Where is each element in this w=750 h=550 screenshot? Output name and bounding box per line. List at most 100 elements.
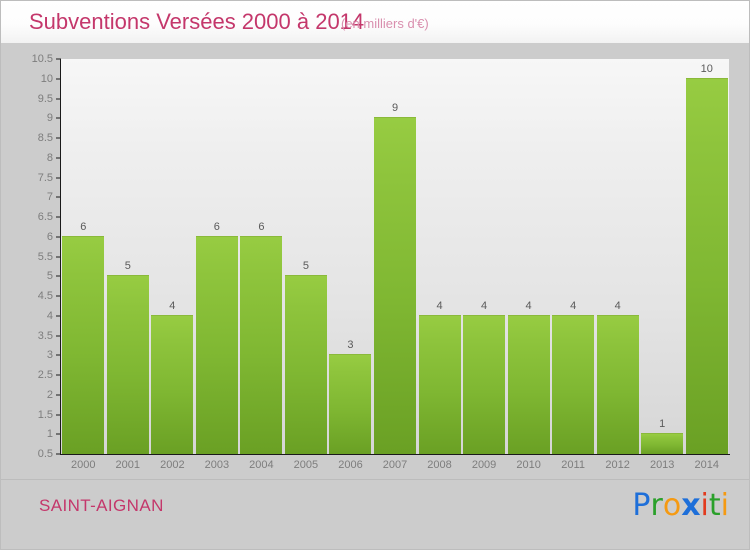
chart-units-subtitle: (en milliers d'€) (341, 16, 429, 31)
bar (552, 314, 595, 454)
logo-letter: r (650, 488, 663, 523)
x-axis-tick-label: 2002 (160, 459, 185, 471)
bar (374, 117, 416, 454)
y-axis-tick-mark (56, 354, 61, 356)
y-axis-tick-mark (56, 117, 61, 119)
bar-value-label: 6 (213, 220, 220, 233)
y-axis-tick-mark (56, 394, 61, 396)
logo-letter: o (662, 488, 682, 523)
x-axis-tick-label: 2011 (561, 459, 585, 471)
y-axis-tick-label: 10.5 (31, 53, 53, 65)
bar (195, 235, 238, 454)
y-axis-tick-mark (56, 295, 61, 297)
y-axis-tick-mark (56, 453, 61, 455)
y-axis-tick-label: 2.5 (37, 369, 53, 381)
x-axis-tick-label: 2003 (204, 459, 230, 471)
bar-value-label: 5 (124, 260, 131, 273)
y-axis-tick-label: 0.5 (37, 448, 53, 460)
y-axis-tick-mark (56, 236, 61, 238)
y-axis-tick-mark (56, 275, 61, 277)
x-axis-tick-label: 2000 (71, 459, 96, 471)
y-axis-tick-label: 1 (46, 428, 53, 441)
y-axis-tick-mark (56, 78, 61, 80)
bar (151, 314, 194, 454)
y-axis-tick-label: 2 (46, 388, 53, 401)
y-axis-tick-mark (56, 256, 61, 257)
y-axis-tick-mark (56, 335, 61, 336)
y-axis-tick-label: 4 (46, 309, 53, 322)
bar (106, 275, 149, 454)
bar-value-label: 10 (700, 62, 713, 75)
y-axis-tick-mark (56, 433, 61, 435)
y-axis-tick-label: 9.5 (37, 92, 53, 105)
chart-footer: SAINT-AIGNAN Proxiti (1, 480, 749, 549)
y-axis-tick-label: 7.5 (37, 171, 53, 184)
logo-letter: x (681, 488, 701, 523)
x-axis-tick-label: 2004 (249, 459, 274, 471)
y-axis-tick-mark (56, 137, 61, 139)
bar (329, 354, 372, 454)
bar-chart: 10.5 10 9.5 9 8.5 8 7.5 7 6.5 6 5.5 5 4.5 4 3.5 3 2.5 2 1.… (1, 43, 749, 479)
y-axis-tick-mark (56, 157, 61, 159)
place-name: SAINT-AIGNAN (39, 496, 164, 515)
bar (507, 314, 550, 454)
y-axis-tick-label: 3 (46, 349, 53, 362)
y-axis-tick-label: 6.5 (37, 211, 53, 223)
footer-divider (1, 479, 749, 480)
x-axis-tick-label: 2014 (694, 459, 719, 471)
bar-value-label: 1 (659, 418, 666, 431)
bar-value-label: 4 (570, 299, 577, 312)
y-axis-tick-label: 4.5 (37, 290, 53, 302)
y-axis-tick-mark (56, 315, 61, 317)
y-axis-tick-label: 8 (46, 151, 53, 164)
logo-letter: i (700, 488, 709, 523)
y-axis-tick-mark (56, 414, 61, 415)
y-axis-tick-mark (56, 374, 61, 376)
bar (641, 433, 684, 454)
x-axis-tick-label: 2007 (382, 459, 408, 471)
logo-letter: t (708, 488, 721, 523)
x-axis-tick-label: 2009 (471, 459, 497, 471)
bar-value-label: 4 (481, 299, 488, 312)
y-axis-tick-label: 3.5 (37, 329, 53, 342)
y-axis-tick-mark (56, 58, 61, 60)
y-axis-tick-label: 10 (40, 72, 53, 85)
y-axis-tick-label: 7 (46, 191, 53, 204)
x-axis-tick-label: 2001 (115, 459, 141, 471)
y-axis-tick-label: 6 (46, 230, 53, 243)
bar-value-label: 4 (436, 299, 443, 312)
x-axis-line (60, 454, 730, 455)
bar-value-label: 5 (302, 260, 309, 273)
bar (685, 77, 728, 454)
x-axis-tick-label: 2005 (293, 459, 319, 471)
bar (284, 275, 327, 454)
bar-value-label: 6 (80, 220, 87, 233)
bar-value-label: 4 (614, 299, 621, 312)
bar (418, 314, 461, 454)
x-axis-tick-label: 2008 (427, 459, 452, 471)
y-axis-labels: 10.5 10 9.5 9 8.5 8 7.5 7 6.5 6 5.5 5 4.5 4 3.5 3 2.5 2 1.… (1, 43, 53, 479)
logo-letter: i (720, 488, 729, 523)
y-axis-tick-mark (56, 177, 61, 178)
proxiti-logo: Proxiti (632, 488, 729, 523)
y-axis-tick-label: 9 (46, 112, 53, 125)
bar (596, 314, 639, 454)
bar (463, 314, 506, 454)
x-axis-tick-label: 2006 (338, 459, 363, 471)
bar-value-label: 3 (347, 339, 354, 352)
y-axis-tick-label: 1.5 (37, 408, 53, 421)
logo-letter: P (632, 488, 651, 523)
bar-value-label: 4 (169, 299, 176, 312)
chart-header: Subventions Versées 2000 à 2014 (en mill… (1, 1, 749, 43)
y-axis-line (60, 59, 61, 455)
y-axis-tick-label: 8.5 (37, 132, 53, 144)
page-title: Subventions Versées 2000 à 2014 (29, 9, 365, 34)
bar-value-label: 6 (258, 220, 265, 233)
x-axis-tick-label: 2010 (516, 459, 541, 471)
bar (240, 235, 283, 454)
y-axis-tick-mark (56, 196, 61, 198)
bar-value-label: 4 (525, 299, 532, 312)
x-axis-tick-label: 2012 (605, 459, 630, 471)
y-axis-tick-mark (56, 98, 61, 99)
